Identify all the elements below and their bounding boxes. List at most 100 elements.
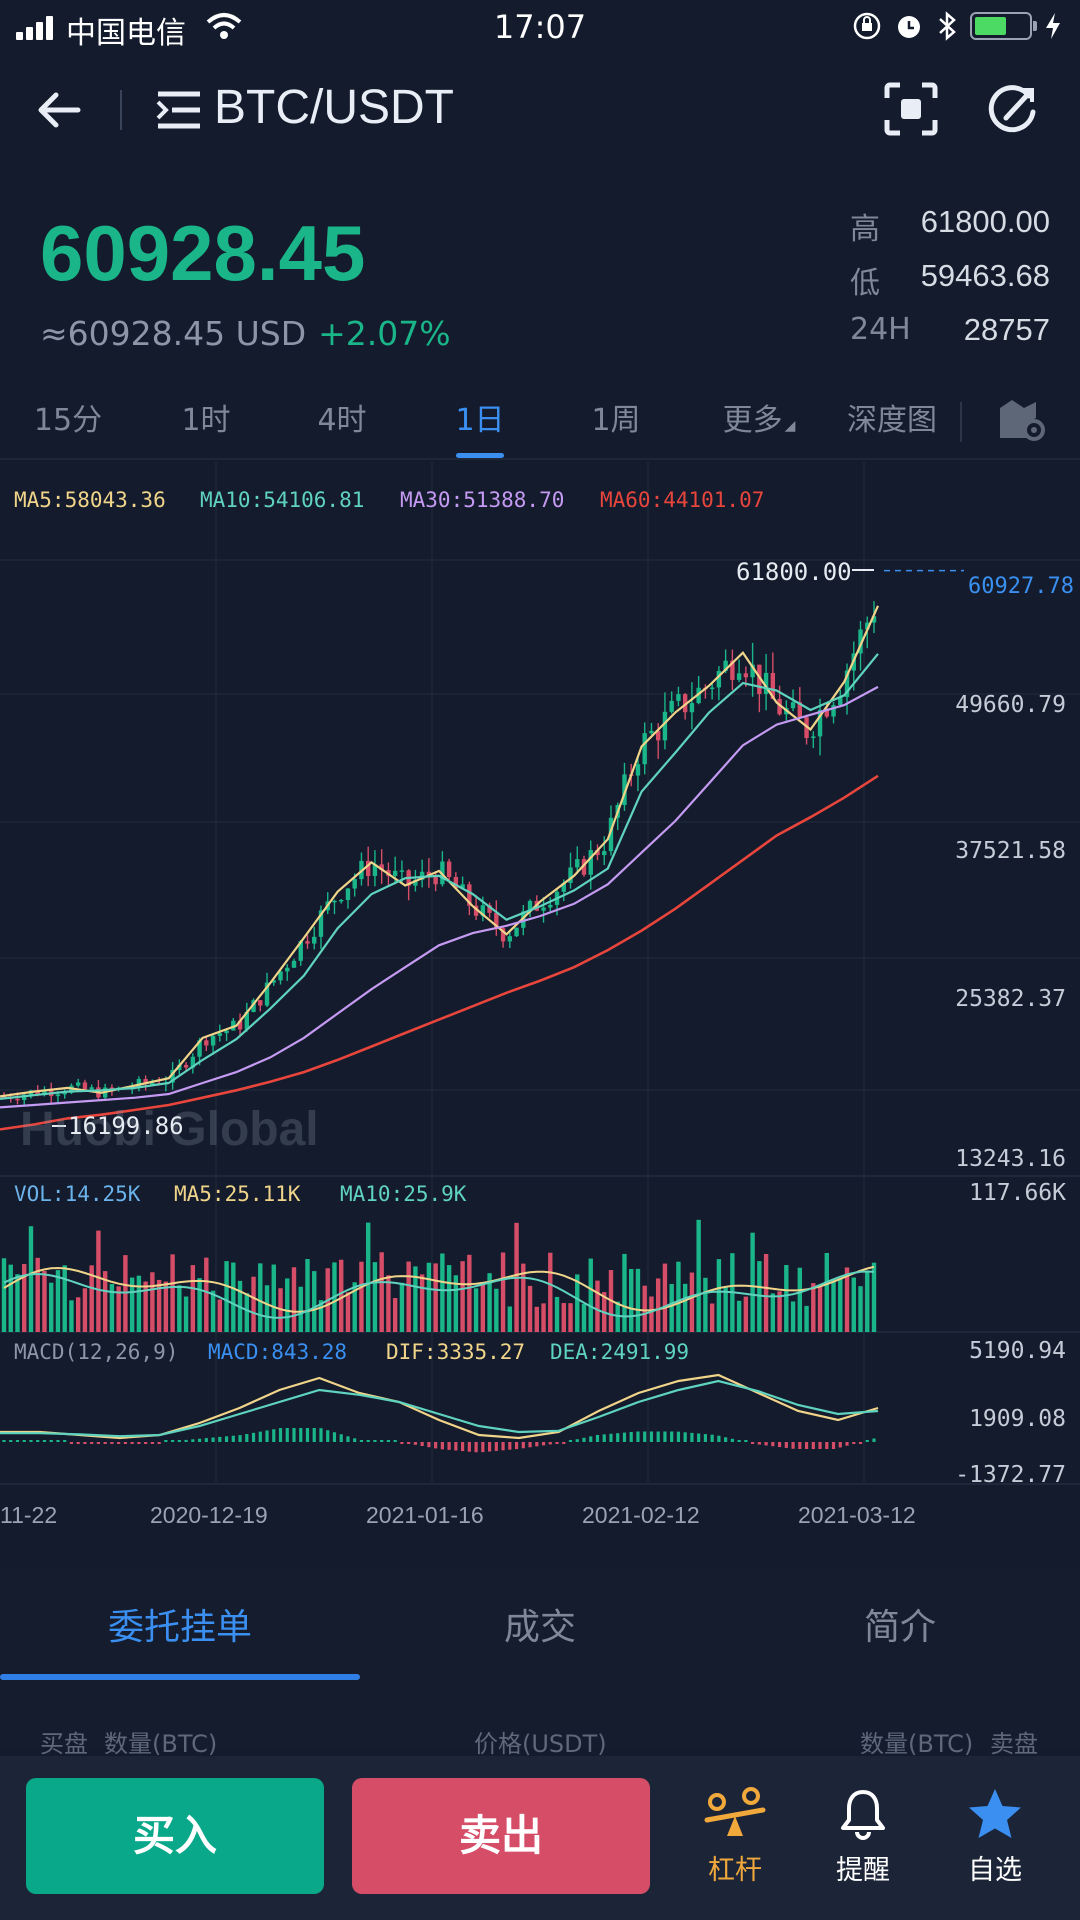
- macd-histogram-bar: [366, 1440, 370, 1442]
- candle-body: [521, 911, 526, 928]
- carrier-name: 中国电信: [66, 16, 186, 51]
- macd-histogram-bar: [629, 1431, 633, 1442]
- tab-open-orders[interactable]: 委托挂单: [107, 1607, 252, 1648]
- book-header-buy: 买盘: [40, 1730, 88, 1758]
- macd-histogram-bar: [697, 1433, 701, 1442]
- macd-histogram-bar: [663, 1431, 667, 1442]
- kline-chart[interactable]: Huobi Global MA5:58043.36 MA10:54106.81 …: [0, 462, 1080, 1542]
- macd-histogram-bar: [804, 1442, 809, 1449]
- tab-more-label: 更多: [722, 403, 783, 438]
- macd-histogram-bar: [218, 1436, 222, 1442]
- candle-body: [372, 864, 378, 876]
- tab-1w[interactable]: 1周: [591, 403, 641, 438]
- volume-bar: [790, 1301, 796, 1332]
- macd-histogram-bar: [36, 1440, 40, 1442]
- tab-depth-chart[interactable]: 深度图: [847, 403, 937, 438]
- macd-histogram-bar: [258, 1431, 262, 1442]
- legend-ma60: MA60:44101.07: [600, 488, 765, 512]
- volume-bar: [473, 1288, 479, 1332]
- candle-body: [561, 882, 566, 892]
- macd-histogram-bar: [224, 1436, 229, 1442]
- candle-body: [62, 1092, 67, 1095]
- volume-bar: [392, 1298, 398, 1332]
- candle-body: [446, 861, 452, 877]
- volume-ma10-line: [3, 1270, 875, 1319]
- macd-histogram-bar: [656, 1431, 660, 1442]
- volume-bar: [480, 1283, 486, 1332]
- volume-bar: [784, 1265, 789, 1332]
- macd-histogram-bar: [838, 1442, 842, 1448]
- nav-leverage-label: 杠杆: [708, 1855, 762, 1886]
- book-header-qty-left: 数量(BTC): [104, 1730, 218, 1758]
- volume-bar: [339, 1259, 344, 1332]
- tab-intro[interactable]: 简介: [863, 1607, 936, 1648]
- nav-leverage[interactable]: 杠杆: [680, 1786, 790, 1887]
- candle-body: [35, 1090, 40, 1096]
- candle-body: [655, 730, 661, 741]
- macd-histogram-bar: [319, 1428, 323, 1442]
- chart-settings-icon[interactable]: [998, 398, 1046, 442]
- volume-bar: [770, 1293, 776, 1332]
- candle-body: [75, 1082, 81, 1086]
- tab-1d[interactable]: 1日: [440, 396, 520, 460]
- legend-dea: DEA:2491.99: [550, 1340, 690, 1364]
- volume-bar: [453, 1275, 459, 1332]
- volume-bar: [298, 1286, 303, 1332]
- sell-button[interactable]: 卖出: [352, 1778, 650, 1894]
- volume-bar: [736, 1300, 742, 1332]
- volume-bar: [42, 1270, 47, 1332]
- buy-button[interactable]: 买入: [26, 1778, 324, 1894]
- nav-alerts[interactable]: 提醒: [808, 1786, 918, 1887]
- candle-body: [494, 912, 499, 929]
- candle-body: [743, 673, 749, 678]
- volume-bar: [150, 1272, 155, 1332]
- tab-1h[interactable]: 1时: [181, 403, 231, 438]
- volume-bar: [440, 1253, 445, 1332]
- candle-body: [136, 1079, 142, 1088]
- macd-histogram-bar: [737, 1440, 741, 1442]
- nav-watchlist-label: 自选: [968, 1855, 1022, 1886]
- volume-bar: [69, 1300, 74, 1332]
- volume-bar: [22, 1264, 27, 1332]
- volume-bar: [204, 1257, 209, 1332]
- volume-bar: [359, 1261, 364, 1332]
- back-button[interactable]: [30, 80, 90, 140]
- macd-histogram-bar: [609, 1433, 613, 1442]
- tab-15m[interactable]: 15分: [33, 403, 103, 438]
- candle-body: [507, 936, 513, 942]
- legend-ma5: MA5:58043.36: [14, 488, 166, 512]
- volume-bar: [123, 1255, 128, 1332]
- volume-bar: [372, 1262, 378, 1332]
- candle-body: [204, 1040, 209, 1046]
- macd-histogram-bar: [272, 1429, 276, 1442]
- vol-axis-label: 117.66K: [969, 1180, 1066, 1206]
- volume-bar: [467, 1254, 472, 1332]
- macd-histogram-bar: [427, 1442, 431, 1448]
- tab-more[interactable]: 更多 ◢: [710, 396, 808, 460]
- volume-bar: [102, 1271, 108, 1332]
- refresh-icon[interactable]: [984, 82, 1040, 138]
- macd-histogram-bar: [29, 1440, 33, 1442]
- candle-body: [82, 1082, 88, 1090]
- candle-body: [244, 1011, 249, 1030]
- candle-body: [305, 941, 310, 944]
- volume-bar: [642, 1285, 647, 1332]
- pair-title[interactable]: BTC/USDT: [214, 81, 454, 134]
- volume-bar: [838, 1278, 843, 1332]
- macd-histogram-bar: [339, 1434, 343, 1442]
- volume-bar: [251, 1276, 256, 1332]
- macd-histogram-bar: [831, 1442, 836, 1449]
- tab-trades[interactable]: 成交: [503, 1607, 576, 1648]
- macd-histogram-bar: [386, 1440, 391, 1442]
- candle-body: [682, 694, 688, 713]
- macd-histogram-bar: [164, 1440, 168, 1442]
- candle-body: [548, 904, 553, 908]
- macd-histogram-bar: [703, 1434, 707, 1442]
- screenshot-share-icon[interactable]: [884, 82, 938, 136]
- pair-list-icon[interactable]: [156, 90, 202, 130]
- macd-histogram-bar: [595, 1434, 600, 1442]
- tab-4h[interactable]: 4时: [317, 403, 367, 438]
- nav-watchlist[interactable]: 自选: [940, 1786, 1050, 1887]
- macd-histogram-bar: [602, 1434, 606, 1442]
- candle-body: [231, 1020, 236, 1031]
